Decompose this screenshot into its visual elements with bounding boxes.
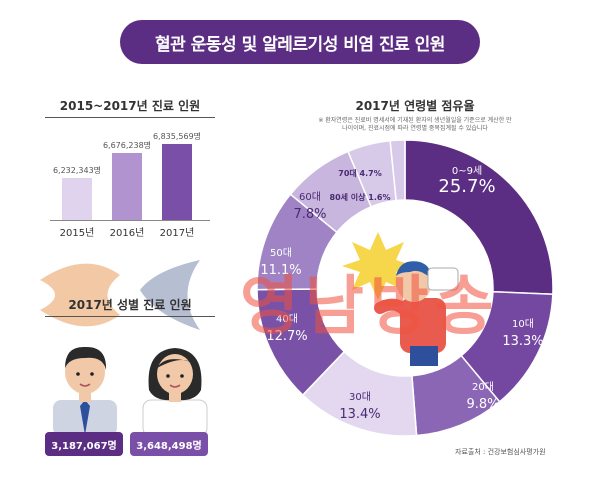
bar-2015년	[62, 178, 92, 220]
donut-slice-0	[404, 139, 554, 296]
slice-small-label: 80세 이상 1.6%	[330, 192, 391, 202]
bar-chart-title: 2015~2017년 진료 인원	[59, 99, 201, 113]
slice-value-label: 13.4%	[339, 407, 380, 422]
baseline	[50, 220, 210, 221]
sneezing-man-illustration	[342, 232, 459, 366]
slice-small-label: 70대 4.7%	[338, 168, 381, 178]
note-text: ※ 환자연령은 진료비 명세서에 기재된 환자의 생년월일을 기준으로 계산한 …	[318, 117, 512, 133]
male-count-badge: 3,187,067명	[45, 432, 123, 456]
woman-illustration	[142, 348, 208, 435]
slice-category-label: 20대	[472, 381, 494, 393]
donut-title: 2017년 연령별 점유율	[355, 99, 475, 113]
slice-category-label: 10대	[512, 318, 534, 330]
slice-value-label: 9.8%	[466, 397, 499, 412]
bar-2016년	[112, 153, 142, 220]
slice-value-label: 12.7%	[266, 329, 307, 344]
slice-category-label: 0~9세	[452, 165, 482, 177]
bar-category-label: 2015년	[59, 228, 95, 239]
divider	[45, 316, 215, 317]
bar-value-label: 6,835,569명	[152, 132, 202, 141]
bar-chart: 6,232,343명 6,676,238명 6,835,569명	[45, 120, 215, 220]
slice-value-label: 11.1%	[260, 263, 301, 278]
bar-value-label: 6,232,343명	[52, 166, 102, 175]
divider	[45, 117, 215, 118]
slice-value-label: 13.3%	[502, 334, 543, 349]
decorative-arrow	[40, 260, 200, 330]
page-title: 혈관 운동성 및 알레르기성 비염 진료 인원	[120, 20, 480, 64]
bar-2017년	[162, 144, 192, 220]
slice-value-label: 25.7%	[438, 176, 495, 197]
donut-slice-8	[389, 139, 406, 202]
slice-value-label: 7.8%	[293, 207, 326, 222]
slice-category-label: 50대	[270, 247, 292, 259]
slice-category-label: 30대	[349, 391, 371, 403]
bar-category-label: 2017년	[159, 228, 195, 239]
gender-title: 2017년 성별 진료 인원	[68, 298, 192, 312]
bar-category-label: 2016년	[109, 228, 145, 239]
watermark-text: 영남방송	[240, 270, 500, 344]
source-text: 자료출처 : 건강보험심사평가원	[455, 448, 546, 456]
slice-category-label: 40대	[276, 313, 298, 325]
slice-category-label: 60대	[299, 191, 321, 203]
man-illustration	[53, 346, 117, 435]
female-count-badge: 3,648,498명	[130, 432, 208, 456]
bar-value-label: 6,676,238명	[102, 141, 152, 150]
